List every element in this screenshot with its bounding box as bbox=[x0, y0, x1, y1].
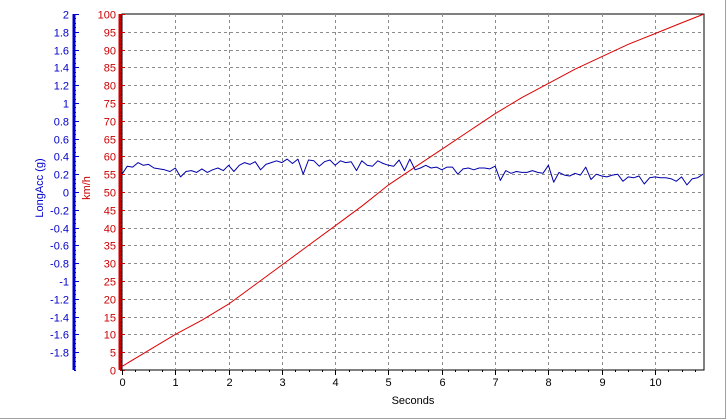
right-tick-label: 75 bbox=[104, 99, 116, 111]
left-tick-label: 0.6 bbox=[54, 135, 69, 147]
left-tick-label: -1 bbox=[59, 277, 69, 289]
x-tick-label: 0 bbox=[119, 377, 125, 389]
left-tick-label: 0 bbox=[63, 188, 69, 200]
right-tick-label: 40 bbox=[104, 224, 116, 236]
x-tick-label: 8 bbox=[545, 377, 551, 389]
right-tick-label: 60 bbox=[104, 152, 116, 164]
right-tick-label: 70 bbox=[104, 117, 116, 129]
left-y-axis-title: LongAcc (g) bbox=[34, 158, 46, 217]
left-tick-label: -0.8 bbox=[50, 259, 69, 271]
right-tick-label: 100 bbox=[98, 10, 116, 22]
x-tick-label: 7 bbox=[492, 377, 498, 389]
left-tick-label: -0.2 bbox=[50, 206, 69, 218]
right-tick-label: 65 bbox=[104, 135, 116, 147]
x-tick-label: 6 bbox=[439, 377, 445, 389]
right-tick-label: 85 bbox=[104, 63, 116, 75]
right-tick-label: 15 bbox=[104, 313, 116, 325]
right-tick-label: 80 bbox=[104, 81, 116, 93]
left-tick-label: -1.8 bbox=[50, 348, 69, 360]
left-tick-label: 1.4 bbox=[54, 63, 69, 75]
right-tick-label: 95 bbox=[104, 28, 116, 40]
x-tick-label: 2 bbox=[226, 377, 232, 389]
x-tick-label: 10 bbox=[649, 377, 661, 389]
right-tick-label: 0 bbox=[110, 366, 116, 378]
left-tick-label: -1.4 bbox=[50, 313, 69, 325]
right-y-axis: 0 5 10 15 20 25 30 35 40 45 50 55 60 65 70 75 80 85 90 95 10… bbox=[98, 10, 125, 378]
left-tick-label: -0.4 bbox=[50, 224, 69, 236]
right-tick-label: 50 bbox=[104, 188, 116, 200]
x-axis-title: Seconds bbox=[392, 395, 435, 407]
x-tick-label: 4 bbox=[332, 377, 338, 389]
left-tick-label: 1 bbox=[63, 99, 69, 111]
right-tick-label: 5 bbox=[110, 348, 116, 360]
right-tick-label: 35 bbox=[104, 241, 116, 253]
x-axis: 0 1 2 3 4 5 6 7 8 9 10 bbox=[119, 370, 696, 389]
x-tick-label: 9 bbox=[599, 377, 605, 389]
left-tick-label: -1.2 bbox=[50, 295, 69, 307]
right-y-axis-title: km/h bbox=[81, 176, 93, 200]
series-lines bbox=[121, 13, 705, 367]
left-tick-label: -0.6 bbox=[50, 241, 69, 253]
x-tick-label: 3 bbox=[279, 377, 285, 389]
left-tick-label: 0.8 bbox=[54, 117, 69, 129]
speed-series-line bbox=[121, 13, 705, 367]
left-tick-label: 1.2 bbox=[54, 81, 69, 93]
right-tick-label: 45 bbox=[104, 206, 116, 218]
right-tick-label: 30 bbox=[104, 259, 116, 271]
right-tick-label: 55 bbox=[104, 170, 116, 182]
x-tick-label: 5 bbox=[385, 377, 391, 389]
gridlines bbox=[122, 14, 704, 370]
right-tick-label: 20 bbox=[104, 295, 116, 307]
left-tick-label: 1.6 bbox=[54, 46, 69, 58]
right-tick-label: 25 bbox=[104, 277, 116, 289]
left-tick-label: 2 bbox=[63, 10, 69, 22]
left-tick-label: -1.6 bbox=[50, 330, 69, 342]
left-tick-label: 1.8 bbox=[54, 28, 69, 40]
right-tick-label: 10 bbox=[104, 330, 116, 342]
left-tick-label: 0.2 bbox=[54, 170, 69, 182]
right-tick-label: 90 bbox=[104, 46, 116, 58]
x-tick-label: 1 bbox=[172, 377, 178, 389]
left-y-axis: -1.8 -1.6 -1.4 -1.2 -1 -0.8 -0.6 -0.4 -0.2 0 0.2 0.… bbox=[50, 10, 79, 371]
longacc-series-line bbox=[121, 158, 704, 186]
left-tick-label: 0.4 bbox=[54, 152, 69, 164]
